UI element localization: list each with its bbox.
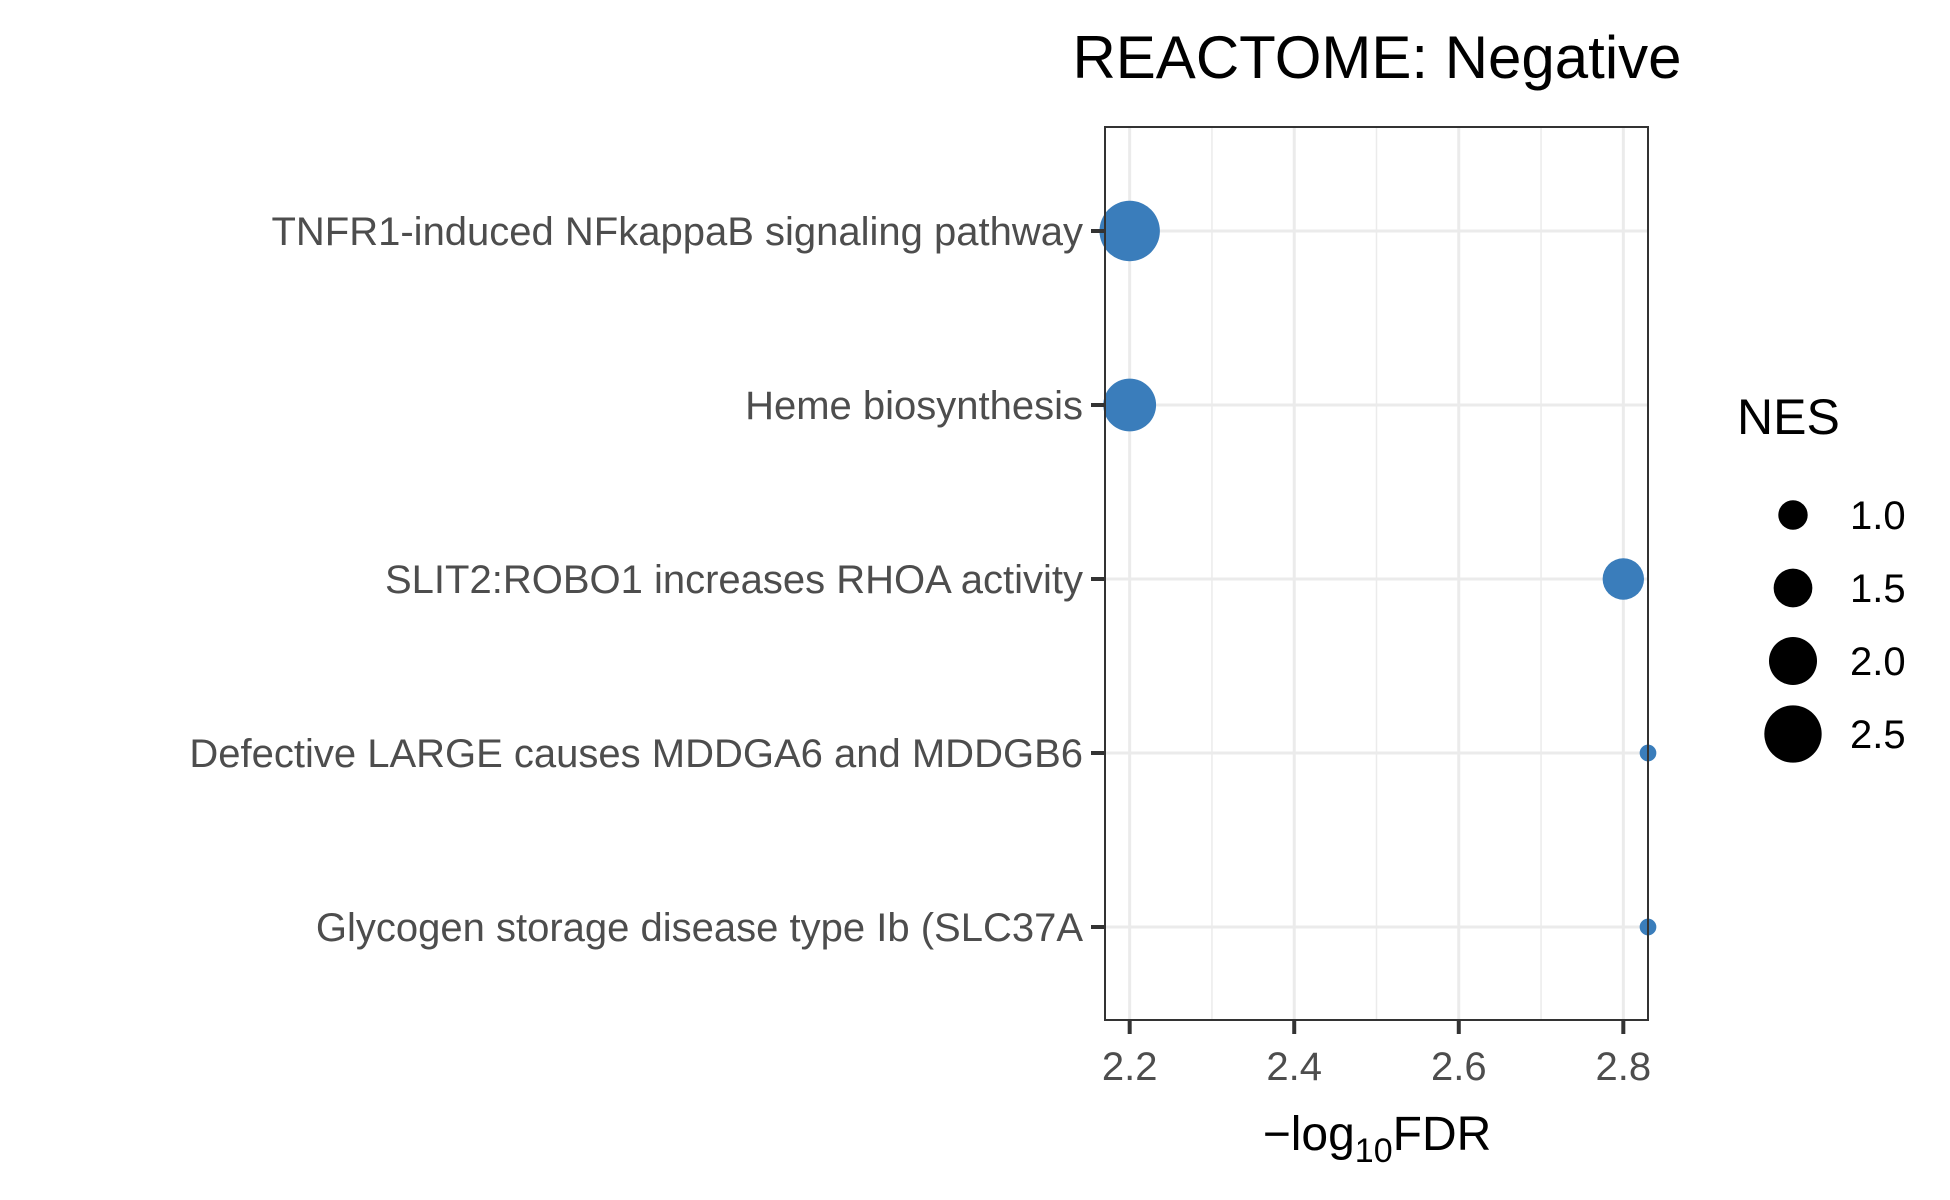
y-tick-label: TNFR1-induced NFkappaB signaling pathway [271,210,1083,254]
legend-key [1764,705,1822,763]
legend-label: 1.5 [1850,567,1906,611]
data-point [1602,558,1645,600]
size-legend: NES 1.0 1.5 2.0 2.5 [1737,389,1906,763]
x-axis-title-suffix: FDR [1393,1108,1492,1161]
y-axis: TNFR1-induced NFkappaB signaling pathway… [189,210,1105,950]
legend-label: 2.5 [1850,713,1906,757]
x-tick-label: 2.2 [1102,1045,1158,1089]
data-points [1099,200,1657,936]
legend-label: 2.0 [1850,640,1906,684]
chart-title: REACTOME: Negative [1072,24,1681,91]
legend-title: NES [1737,389,1840,445]
x-tick-label: 2.6 [1431,1045,1487,1089]
data-point [1099,200,1160,262]
x-axis-title-prefix: −log [1263,1108,1355,1161]
x-axis-title: −log10FDR [1263,1108,1492,1170]
x-tick-label: 2.4 [1266,1045,1322,1089]
y-tick-label: Defective LARGE causes MDDGA6 and MDDGB6 [189,732,1083,776]
data-point [1103,378,1157,432]
panel-border [1104,126,1649,1021]
x-tick-label: 2.8 [1596,1045,1652,1089]
y-tick-label: SLIT2:ROBO1 increases RHOA activity [385,558,1083,602]
legend-key [1778,500,1808,530]
legend-key [1773,568,1813,608]
y-tick-label: Heme biosynthesis [745,384,1083,428]
legend-label: 1.0 [1850,494,1906,538]
x-axis-title-subscript: 10 [1355,1132,1393,1170]
y-tick-label: Glycogen storage disease type Ib (SLC37A [316,906,1083,950]
grid [1105,127,1648,1020]
legend-key [1768,636,1818,686]
x-axis: 2.2 2.4 2.6 2.8 [1102,1020,1651,1089]
